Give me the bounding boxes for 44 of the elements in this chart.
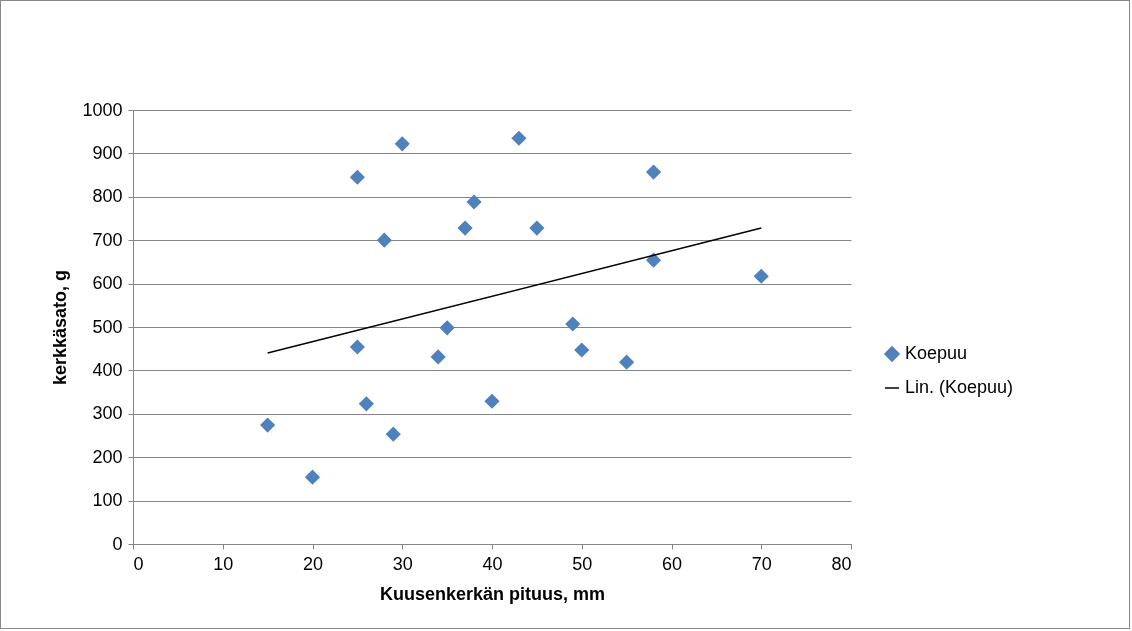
- y-tick-label: 600: [92, 273, 123, 294]
- y-tick-label: 1000: [82, 99, 123, 120]
- point: [574, 342, 590, 358]
- legend-label: Koepuu: [905, 343, 968, 363]
- x-tick-label: 20: [302, 553, 324, 574]
- y-tick-label: 400: [92, 359, 123, 380]
- y-tick-label: 800: [92, 186, 123, 207]
- point: [753, 268, 769, 284]
- point: [349, 169, 365, 185]
- point: [304, 469, 321, 485]
- point: [358, 396, 374, 412]
- point: [466, 194, 482, 210]
- point: [260, 417, 276, 433]
- x-tick-label: 70: [751, 553, 772, 574]
- point: [385, 426, 401, 442]
- y-tick-label: 500: [92, 316, 123, 337]
- point: [619, 354, 635, 370]
- point: [439, 320, 455, 336]
- x-tick-label: 0: [133, 553, 144, 574]
- y-tick-label: 100: [92, 490, 123, 511]
- point: [430, 349, 446, 365]
- point: [349, 339, 365, 355]
- x-tick-label: 80: [831, 553, 852, 574]
- x-tick-label: 60: [661, 553, 683, 574]
- point: [565, 316, 581, 332]
- x-tick-label: 30: [392, 553, 413, 574]
- x-tick-label: 50: [572, 553, 593, 574]
- point: [529, 220, 545, 236]
- point: [394, 136, 410, 152]
- point: [645, 164, 662, 180]
- point: [511, 130, 527, 146]
- point: [457, 220, 473, 236]
- y-tick-label: 300: [92, 403, 123, 424]
- y-tick-label: 900: [92, 142, 123, 163]
- x-tick-label: 10: [213, 553, 234, 574]
- y-tick-label: 700: [92, 229, 123, 250]
- y-axis-title: kerkkäsato, g: [50, 269, 71, 386]
- x-axis-title: Kuusenkerkän pituus, mm: [379, 583, 606, 604]
- x-tick-label: 40: [482, 553, 503, 574]
- point: [484, 393, 500, 409]
- y-tick-label: 200: [92, 446, 123, 467]
- legend-label: Lin. (Koepuu): [905, 377, 1014, 397]
- point: [376, 232, 392, 248]
- y-tick-label: 0: [112, 533, 123, 554]
